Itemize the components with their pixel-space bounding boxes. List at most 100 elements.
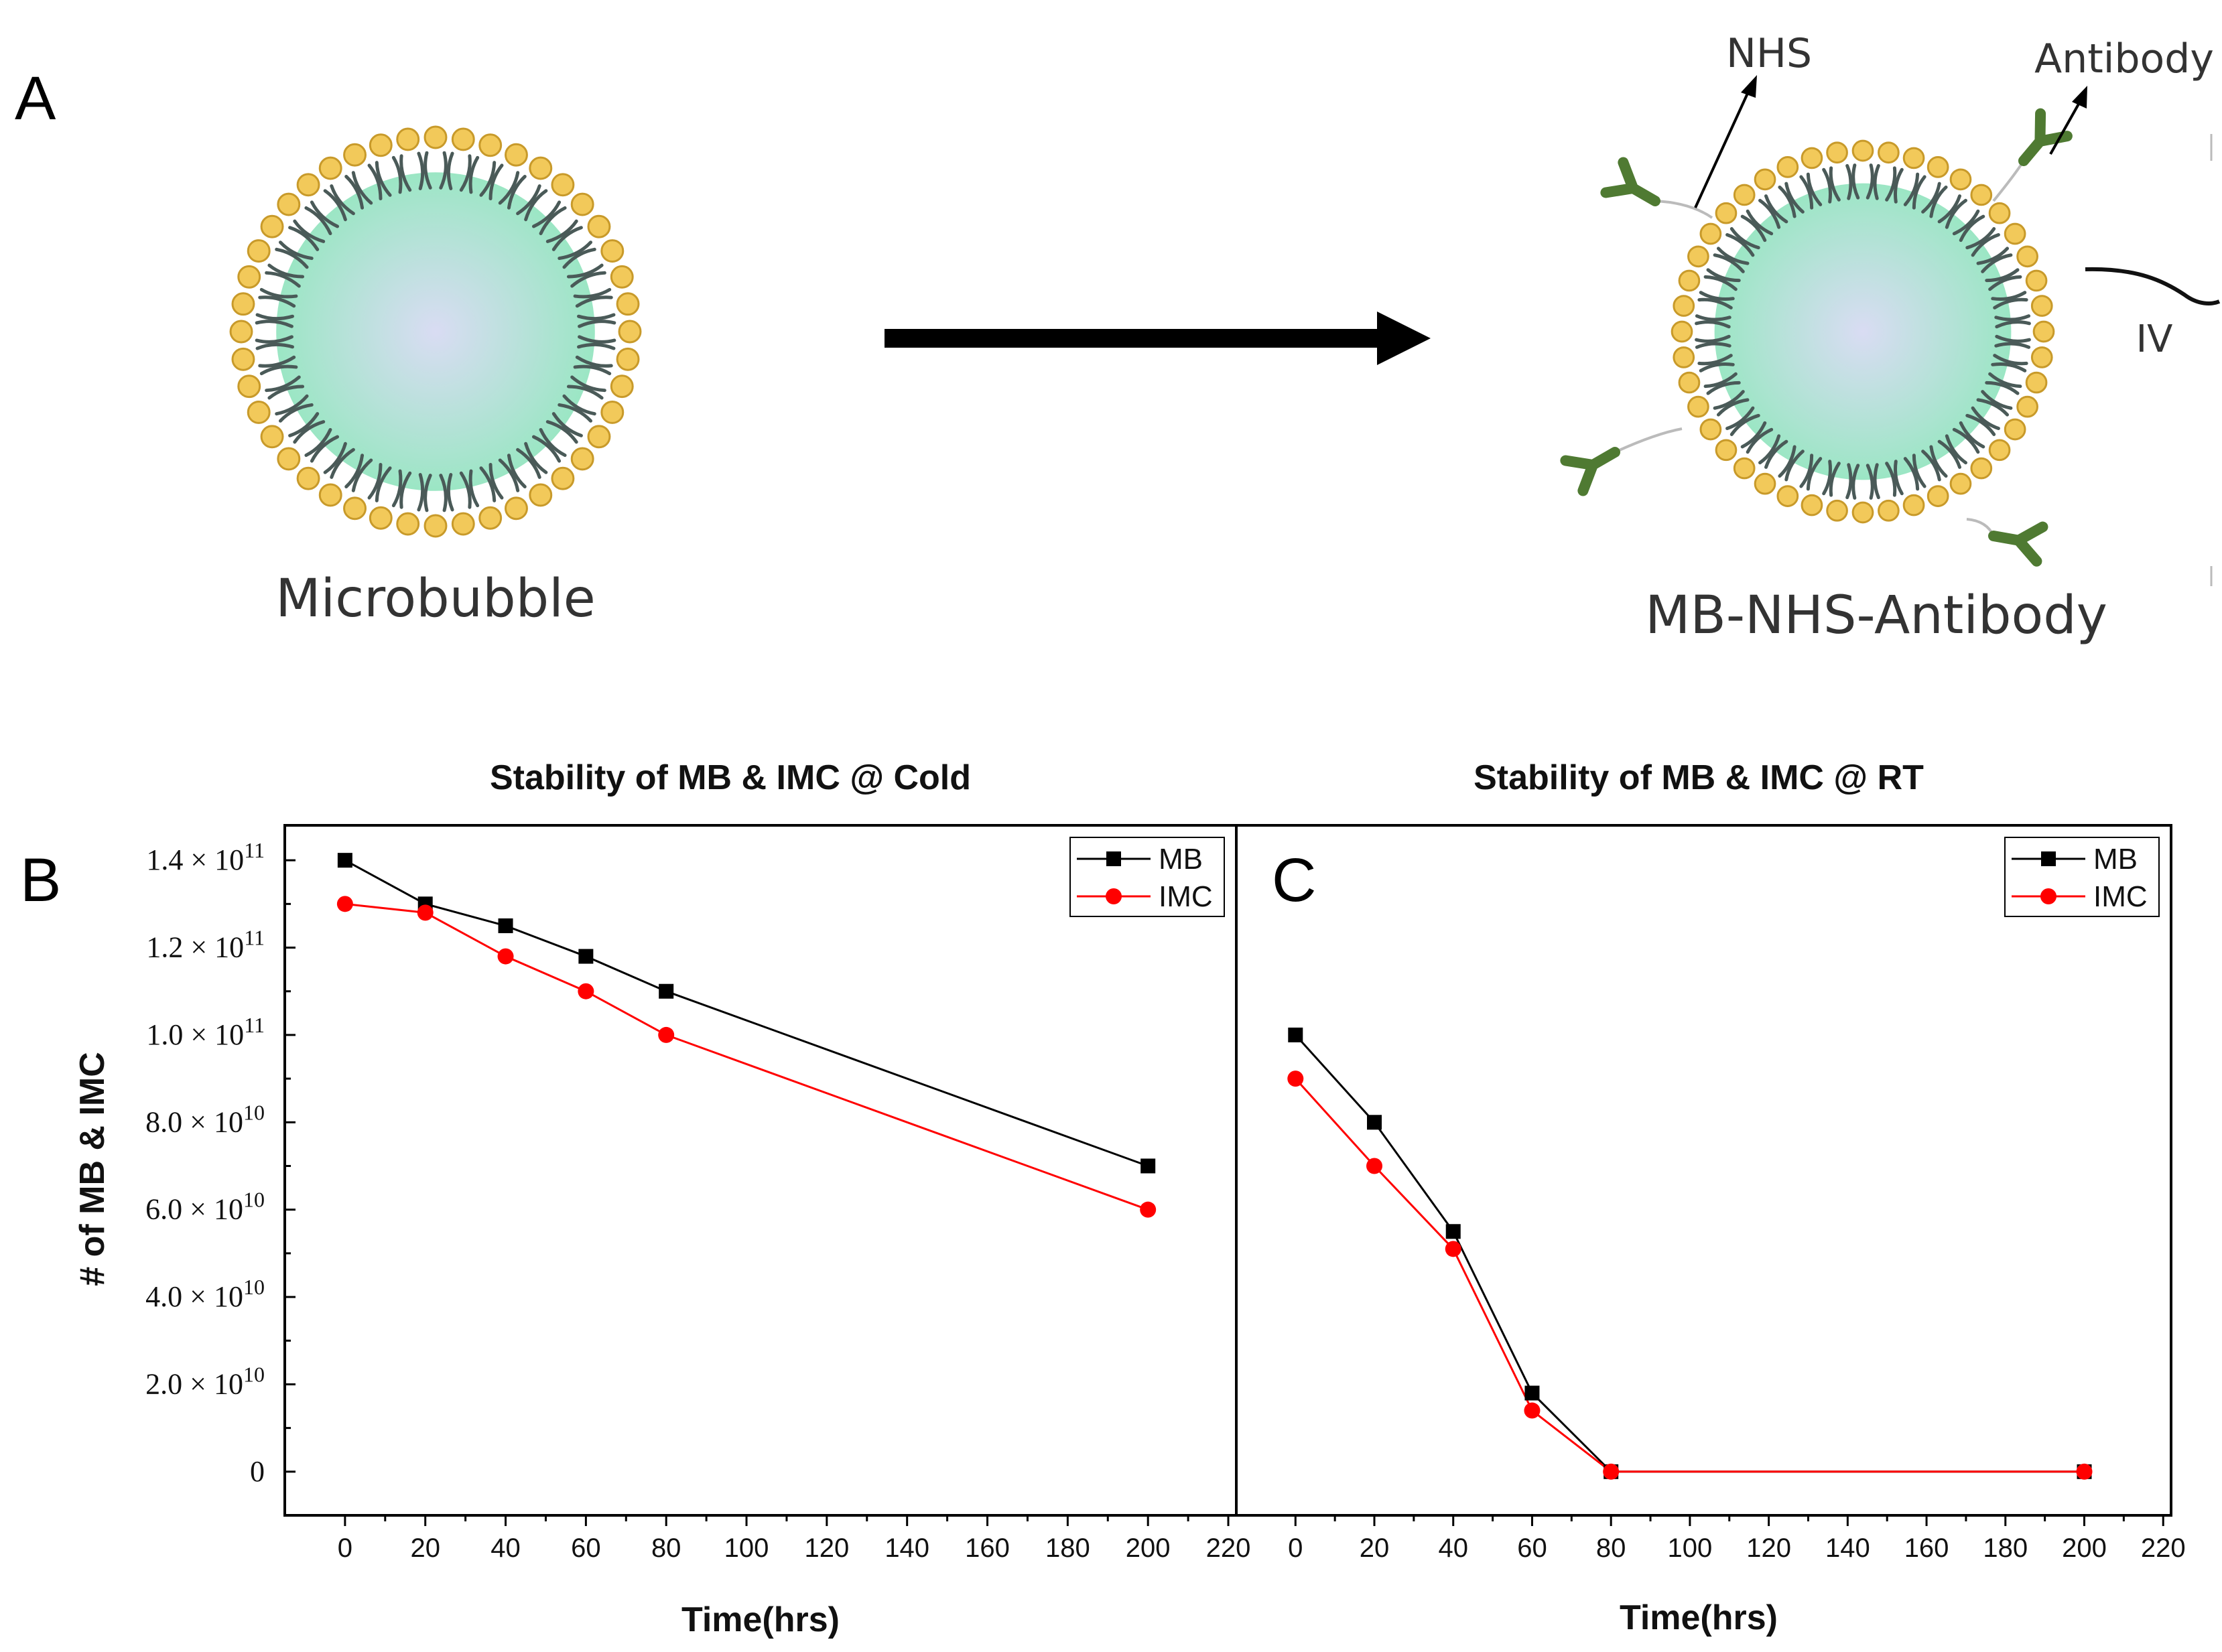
nhs-linker <box>1654 200 1713 219</box>
lipid-tail <box>578 320 616 328</box>
lipid-tail <box>255 335 293 344</box>
lipid-tail <box>275 247 309 269</box>
legend-label: IMC <box>2093 880 2148 913</box>
lipid-head <box>551 466 575 490</box>
x-tick-label: 140 <box>885 1533 929 1563</box>
lipid-head <box>610 265 634 289</box>
lipid-tail <box>539 427 567 458</box>
conjugation-arrow <box>885 312 1431 365</box>
lipid-tail <box>1952 209 1980 236</box>
lipid-tail <box>545 420 578 444</box>
lipid-head <box>1801 147 1823 169</box>
lipid-tail <box>323 441 347 474</box>
x-tick-label: 220 <box>2141 1533 2186 1563</box>
lipid-head <box>369 133 393 157</box>
lipid-tail <box>293 420 326 444</box>
lipid-tail <box>1729 413 1760 436</box>
lipid-head <box>1970 457 1993 480</box>
legend-label: MB <box>1159 843 1203 876</box>
lipid-tail <box>1912 454 1926 488</box>
data-point-mb <box>578 949 594 964</box>
lipid-tail <box>367 163 383 201</box>
nhs-label: NHS <box>1726 30 1812 77</box>
lipid-tail <box>423 474 432 512</box>
lipid-head <box>2025 371 2048 394</box>
lipid-tail <box>304 206 332 236</box>
lipid-tail <box>1988 275 2022 291</box>
panel-b-label: B <box>20 846 61 914</box>
antibody <box>1560 447 1620 496</box>
lipid-head <box>229 320 253 344</box>
x-tick-label: 0 <box>338 1533 352 1563</box>
data-point-mb <box>659 983 674 999</box>
data-point-mb <box>1367 1115 1382 1130</box>
mb-nhs-antibody-label: MB-NHS-Antibody <box>1645 586 2107 646</box>
lipid-tail <box>344 174 365 210</box>
lipid-tail <box>1993 297 2028 309</box>
x-tick-label: 40 <box>1438 1533 1468 1563</box>
lipid-tail <box>1959 421 1985 449</box>
lipid-tail <box>1981 253 2013 273</box>
lipid-tail <box>1893 460 1904 496</box>
data-point-imc <box>1287 1071 1304 1087</box>
lipid-tail <box>558 403 593 423</box>
x-tick-label: 60 <box>571 1533 601 1563</box>
lipid-head <box>1715 202 1738 224</box>
lipid-head <box>529 483 553 507</box>
lipid-head <box>1687 245 1709 268</box>
lipid-tail <box>1903 457 1920 491</box>
series-group <box>1287 1027 2093 1480</box>
lipid-head <box>318 156 342 180</box>
legend-marker <box>2040 888 2056 904</box>
lipid-tail <box>575 355 613 368</box>
lipid-head <box>1926 485 1949 507</box>
series-line-mb <box>1295 1034 2085 1473</box>
lipid-head <box>1699 418 1722 441</box>
lipid-tail <box>566 385 604 400</box>
lipid-tail <box>1729 227 1760 250</box>
data-point-imc <box>497 948 514 965</box>
microbubble-conjugated <box>1671 139 2055 524</box>
chart-title: Stability of MB & IMC @ RT <box>1474 758 1924 797</box>
lipid-tail <box>275 394 309 416</box>
lipid-head <box>277 192 301 216</box>
lipid-tail <box>267 385 305 400</box>
legend-label: IMC <box>1159 880 1213 913</box>
lipid-tail <box>459 471 472 509</box>
x-tick-label: 140 <box>1825 1533 1870 1563</box>
lipid-tail <box>1994 314 2031 322</box>
nhs-pointer <box>1694 75 1757 208</box>
lipid-head <box>260 425 284 449</box>
x-tick-label: 200 <box>1126 1533 1171 1563</box>
lipid-head <box>1988 439 2011 462</box>
lipid-head <box>247 401 271 424</box>
lipid-tail <box>1695 314 1731 322</box>
lipid-tail <box>1740 421 1767 449</box>
lipid-tail <box>1806 457 1823 491</box>
data-point-imc <box>1603 1463 1620 1480</box>
lipid-tail <box>1699 291 1735 301</box>
x-axis: 0 20 40 60 80 100 120 140 160 180 200 220 <box>338 1515 1250 1563</box>
lipid-tail <box>1952 427 1980 454</box>
lipid-tail <box>507 174 527 210</box>
lipid-head <box>1988 202 2011 224</box>
lipid-tail <box>1851 163 1860 200</box>
lipid-tail <box>1976 247 2010 265</box>
x-tick-label: 160 <box>965 1533 1010 1563</box>
lipid-head <box>1678 269 1701 292</box>
lipid-tail <box>1971 406 2000 431</box>
lipid-head <box>1926 156 1949 178</box>
data-point-mb <box>1288 1027 1303 1042</box>
x-axis: 0 20 40 60 80 100 120 140 160 180 200 220 <box>1288 1515 2186 1563</box>
lipid-head <box>1673 346 1695 368</box>
data-point-imc <box>1524 1402 1541 1419</box>
y-axis-title: # of MB & IMC <box>73 1052 112 1286</box>
lipid-tail <box>570 375 606 393</box>
antibody-label: Antibody <box>2034 36 2214 82</box>
x-tick-label: 60 <box>1517 1533 1547 1563</box>
lipid-tail <box>267 263 305 279</box>
lipid-head <box>1733 457 1756 480</box>
lipid-tail <box>562 394 596 416</box>
nhs-linker <box>1992 159 2025 202</box>
